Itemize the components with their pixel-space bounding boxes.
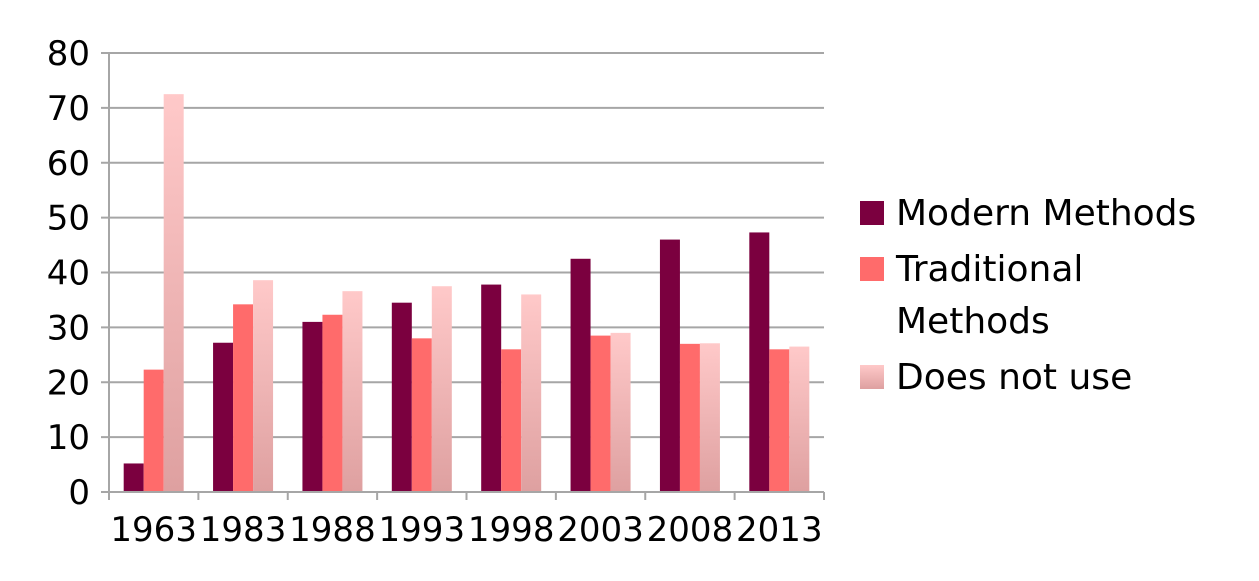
x-tick-label: 1993 <box>379 510 466 550</box>
legend-swatch-traditional-methods <box>860 257 884 281</box>
bar-does-not-use-2003 <box>610 332 631 492</box>
legend-item-modern-methods: Modern Methods <box>860 188 1240 240</box>
bar-traditional-methods-1983 <box>233 304 254 492</box>
bar-modern-methods-2003 <box>570 258 591 492</box>
bar-modern-methods-2013 <box>749 232 770 492</box>
bar-does-not-use-1993 <box>431 286 452 492</box>
bar-does-not-use-1988 <box>342 291 363 492</box>
bar-traditional-methods-1998 <box>501 349 522 492</box>
bar-does-not-use-2013 <box>789 346 810 492</box>
legend-label-modern-methods: Modern Methods <box>896 193 1197 234</box>
bar-modern-methods-1998 <box>481 284 502 492</box>
bar-traditional-methods-2013 <box>769 349 790 492</box>
x-tick-label: 1963 <box>110 510 197 550</box>
y-tick-label: 50 <box>47 199 90 239</box>
legend-swatch-modern-methods <box>860 201 884 225</box>
y-tick-label: 20 <box>47 363 90 403</box>
axes <box>101 52 825 500</box>
legend-item-traditional-methods: Traditional Methods <box>860 244 1136 348</box>
legend: Modern Methods Traditional Methods Does … <box>860 188 1240 408</box>
x-tick-label: 1983 <box>200 510 287 550</box>
y-tick-label: 60 <box>47 144 90 184</box>
x-tick-label: 1988 <box>289 510 376 550</box>
legend-swatch-does-not-use <box>860 365 884 389</box>
y-tick-label: 0 <box>68 473 90 513</box>
legend-label-does-not-use: Does not use <box>896 357 1133 398</box>
y-tick-label: 30 <box>47 308 90 348</box>
bar-modern-methods-1963 <box>123 463 144 492</box>
bar-traditional-methods-2008 <box>679 343 700 492</box>
legend-label-traditional-methods: Traditional Methods <box>896 249 1084 342</box>
bar-modern-methods-1993 <box>391 302 412 492</box>
bar-modern-methods-2008 <box>659 239 680 492</box>
bar-traditional-methods-1988 <box>322 314 343 492</box>
y-tick-label: 80 <box>47 34 90 74</box>
bar-does-not-use-1998 <box>521 294 542 492</box>
bar-modern-methods-1988 <box>302 321 323 492</box>
bar-traditional-methods-1993 <box>411 338 432 492</box>
bar-does-not-use-1963 <box>163 94 184 492</box>
y-tick-label: 70 <box>47 89 90 129</box>
x-tick-label: 1998 <box>468 510 555 550</box>
x-tick-labels: 1963 1983 1988 1993 1998 2003 2008 2013 <box>110 510 822 550</box>
x-tick-label: 2008 <box>647 510 734 550</box>
y-tick-labels: 0 10 20 30 40 50 60 70 80 <box>47 34 90 513</box>
y-tick-label: 40 <box>47 254 90 294</box>
bar-modern-methods-1983 <box>213 342 234 492</box>
bar-does-not-use-2008 <box>699 343 720 492</box>
bar-does-not-use-1983 <box>253 280 274 492</box>
y-tick-label: 10 <box>47 418 90 458</box>
legend-item-does-not-use: Does not use <box>860 352 1240 404</box>
bar-traditional-methods-1963 <box>143 369 164 492</box>
bars <box>123 94 810 492</box>
bar-traditional-methods-2003 <box>590 335 611 492</box>
x-tick-label: 2013 <box>736 510 823 550</box>
x-tick-label: 2003 <box>557 510 644 550</box>
